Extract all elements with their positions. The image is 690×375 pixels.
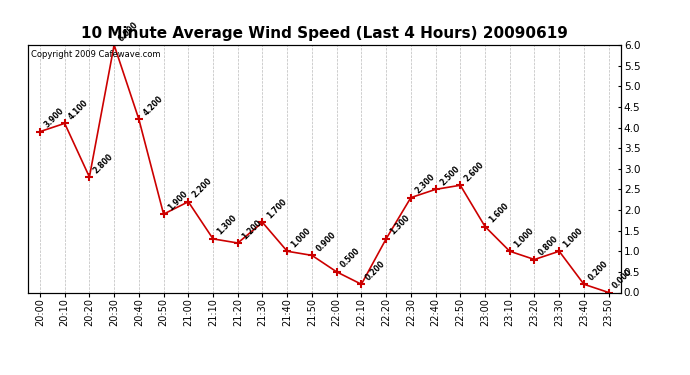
Text: 1.000: 1.000 [290, 226, 313, 249]
Text: 0.500: 0.500 [339, 247, 362, 270]
Text: 2.600: 2.600 [463, 160, 486, 183]
Text: 1.200: 1.200 [240, 218, 264, 241]
Text: 6.000: 6.000 [117, 20, 140, 43]
Text: 0.200: 0.200 [586, 259, 610, 282]
Text: 1.900: 1.900 [166, 189, 189, 212]
Text: 3.900: 3.900 [43, 106, 66, 130]
Text: 0.800: 0.800 [537, 234, 560, 257]
Text: 4.200: 4.200 [141, 94, 165, 117]
Text: 2.800: 2.800 [92, 152, 115, 175]
Text: 2.500: 2.500 [438, 164, 461, 188]
Title: 10 Minute Average Wind Speed (Last 4 Hours) 20090619: 10 Minute Average Wind Speed (Last 4 Hou… [81, 26, 568, 41]
Text: 1.300: 1.300 [388, 214, 412, 237]
Text: 2.300: 2.300 [413, 172, 437, 196]
Text: 1.000: 1.000 [512, 226, 535, 249]
Text: 1.600: 1.600 [487, 201, 511, 224]
Text: 0.200: 0.200 [364, 259, 387, 282]
Text: 1.000: 1.000 [562, 226, 585, 249]
Text: 2.200: 2.200 [190, 177, 214, 200]
Text: 0.000: 0.000 [611, 267, 634, 291]
Text: 0.900: 0.900 [315, 230, 337, 254]
Text: Copyright 2009 Cafewave.com: Copyright 2009 Cafewave.com [30, 50, 160, 59]
Text: 1.300: 1.300 [215, 214, 239, 237]
Text: 1.700: 1.700 [265, 197, 288, 220]
Text: 4.100: 4.100 [67, 98, 90, 122]
